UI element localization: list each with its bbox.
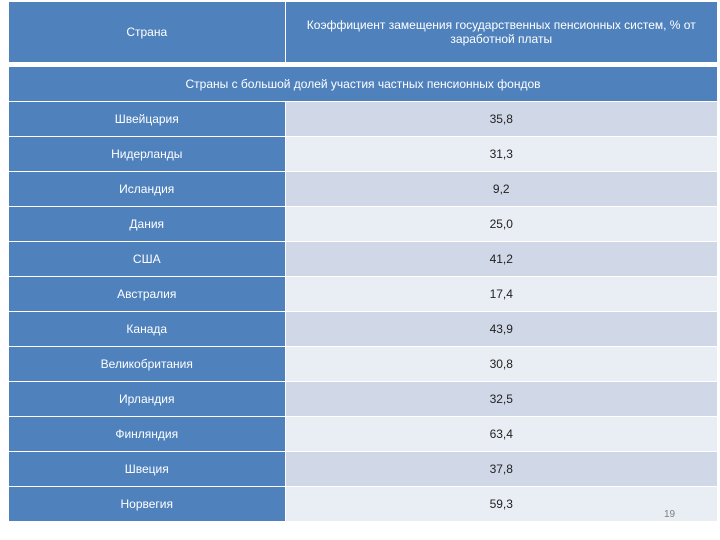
- table-row: Швеция 37,8: [9, 451, 717, 487]
- value-cell: 35,8: [285, 101, 717, 137]
- country-cell: Великобритания: [9, 346, 286, 382]
- table-row: Дания 25,0: [9, 206, 717, 242]
- page-number: 19: [664, 509, 676, 520]
- table-row: Норвегия 59,3: [9, 486, 717, 521]
- country-cell: Австралия: [9, 276, 286, 312]
- country-cell: Канада: [9, 311, 286, 347]
- value-cell: 37,8: [285, 451, 717, 487]
- value-cell: 41,2: [285, 241, 717, 277]
- value-cell: 30,8: [285, 346, 717, 382]
- value-cell: 25,0: [285, 206, 717, 242]
- table-row: Нидерланды 31,3: [9, 136, 717, 172]
- country-cell: Дания: [9, 206, 286, 242]
- table-row: Исландия 9,2: [9, 171, 717, 207]
- country-cell: Исландия: [9, 171, 286, 207]
- country-cell: Финляндия: [9, 416, 286, 452]
- section-row: Страны с большой долей участия частных п…: [9, 66, 717, 102]
- country-cell: Ирландия: [9, 381, 286, 417]
- table-row: США 41,2: [9, 241, 717, 277]
- value-cell: 59,3: [285, 486, 717, 521]
- table-row: Швейцария 35,8: [9, 101, 717, 137]
- country-cell: Швейцария: [9, 101, 286, 137]
- table-row: Австралия 17,4: [9, 276, 717, 312]
- table-row: Канада 43,9: [9, 311, 717, 347]
- country-cell: Швеция: [9, 451, 286, 487]
- table-row: Великобритания 30,8: [9, 346, 717, 382]
- value-cell: 17,4: [285, 276, 717, 312]
- value-cell: 32,5: [285, 381, 717, 417]
- value-cell: 63,4: [285, 416, 717, 452]
- table-row: Финляндия 63,4: [9, 416, 717, 452]
- table-row: Ирландия 32,5: [9, 381, 717, 417]
- column-header-country: Страна: [9, 2, 286, 62]
- country-cell: Норвегия: [9, 486, 286, 521]
- pension-table: Страна Коэффициент замещения государстве…: [9, 2, 717, 521]
- value-cell: 9,2: [285, 171, 717, 207]
- section-title: Страны с большой долей участия частных п…: [9, 66, 717, 102]
- value-cell: 31,3: [285, 136, 717, 172]
- country-cell: Нидерланды: [9, 136, 286, 172]
- country-cell: США: [9, 241, 286, 277]
- value-cell: 43,9: [285, 311, 717, 347]
- column-header-replacement-ratio: Коэффициент замещения государственных пе…: [285, 2, 717, 62]
- table-header-row: Страна Коэффициент замещения государстве…: [9, 2, 717, 62]
